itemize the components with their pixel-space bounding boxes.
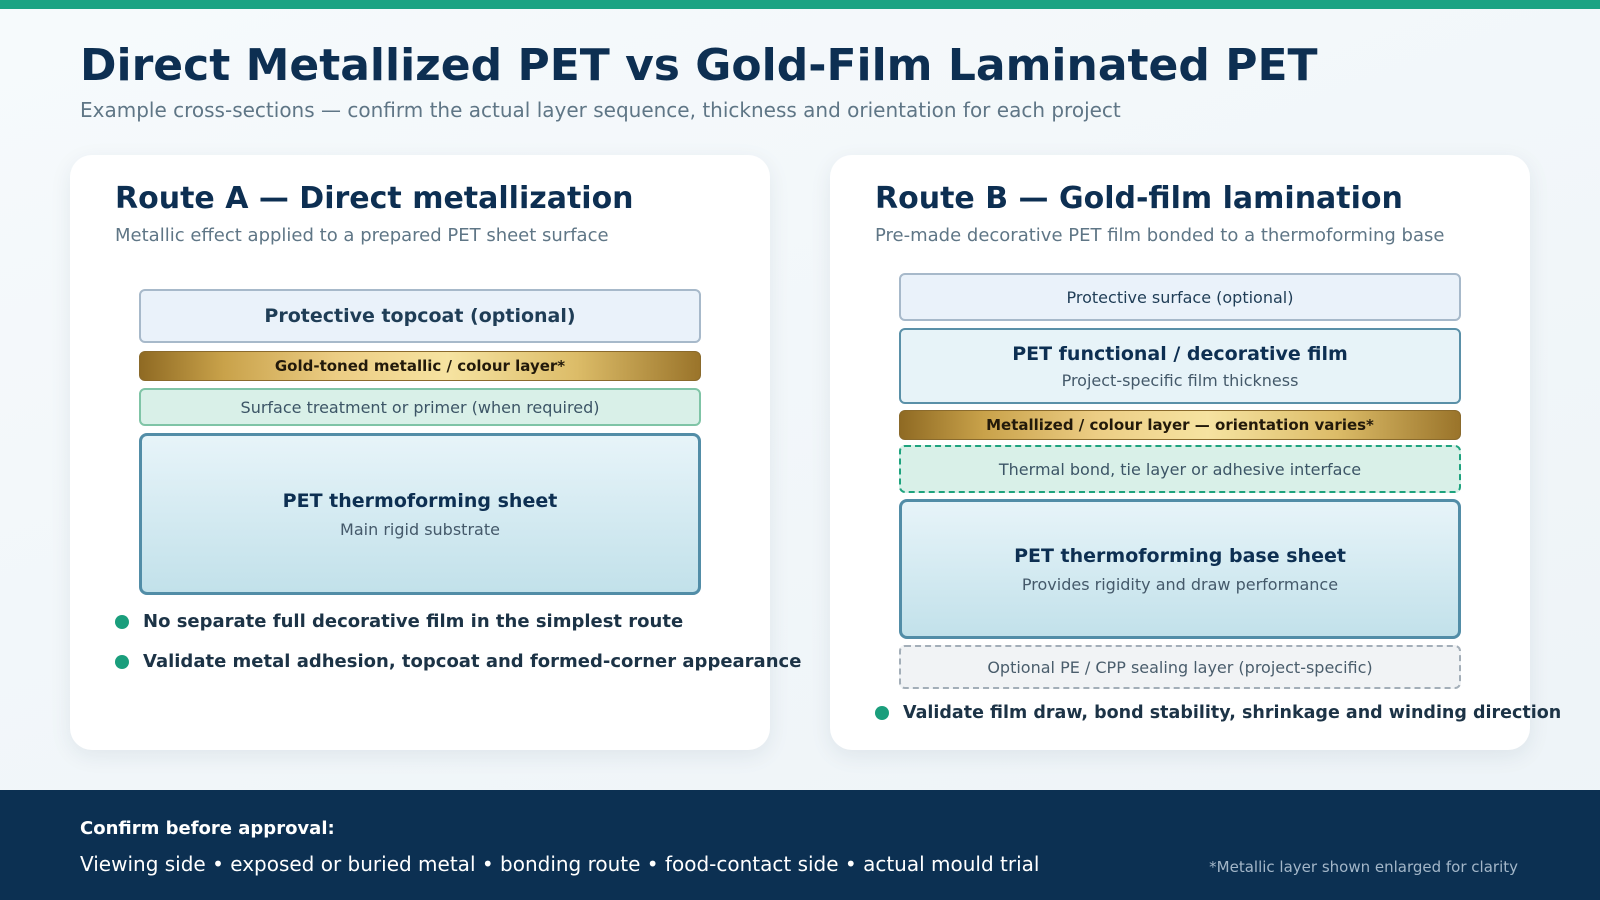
route-b-card: Route B — Gold-film lamination Pre-made … xyxy=(830,155,1561,750)
route-b-metallized-label: Metallized / colour layer — orientation … xyxy=(986,416,1374,434)
route-b-film-label: PET functional / decorative film xyxy=(1012,342,1348,365)
route-a-topcoat-layer: Protective topcoat (optional) xyxy=(139,289,701,343)
bullet-dot-icon xyxy=(115,614,129,629)
route-b-metallized-layer: Metallized / colour layer — orientation … xyxy=(899,410,1461,440)
route-a-metallic-label: Gold-toned metallic / colour layer* xyxy=(274,357,566,375)
page-subtitle: Example cross-sections — confirm the act… xyxy=(80,98,1121,122)
route-b-subtitle: Pre-made decorative PET film bonded to a… xyxy=(875,225,1445,246)
route-b-bullet: Validate film draw, bond stability, shri… xyxy=(875,703,1561,723)
route-b-sealing-layer: Optional PE / CPP sealing layer (project… xyxy=(899,645,1461,689)
route-b-film-note: Project-specific film thickness xyxy=(1061,370,1299,390)
route-a-topcoat-label: Protective topcoat (optional) xyxy=(264,305,576,327)
route-a-card: Route A — Direct metallization Metallic … xyxy=(70,155,801,750)
route-b-title: Route B — Gold-film lamination xyxy=(875,181,1403,216)
route-a-bullet: No separate full decorative film in the … xyxy=(115,611,683,632)
route-a-bullet-text: No separate full decorative film in the … xyxy=(143,611,684,632)
bullet-dot-icon xyxy=(875,706,889,720)
bullet-dot-icon xyxy=(115,654,129,669)
route-b-bond-layer: Thermal bond, tie layer or adhesive inte… xyxy=(899,445,1461,493)
route-b-bullet-text: Validate film draw, bond stability, shri… xyxy=(903,703,1562,723)
route-a-primer-label: Surface treatment or primer (when requir… xyxy=(240,397,600,417)
page-title: Direct Metallized PET vs Gold-Film Lamin… xyxy=(80,40,1318,91)
footer-footnote: *Metallic layer shown enlarged for clari… xyxy=(1209,858,1518,876)
route-a-primer-layer: Surface treatment or primer (when requir… xyxy=(139,388,701,426)
top-accent-bar xyxy=(0,0,1600,9)
route-a-bullet-text: Validate metal adhesion, topcoat and for… xyxy=(143,651,802,672)
route-b-base-sheet-label: PET thermoforming base sheet xyxy=(1014,544,1346,567)
route-a-bullet: Validate metal adhesion, topcoat and for… xyxy=(115,651,801,672)
route-a-metallic-layer: Gold-toned metallic / colour layer* xyxy=(139,351,701,381)
route-b-film-layer: PET functional / decorative film Project… xyxy=(899,328,1461,404)
route-b-base-sheet-note: Provides rigidity and draw performance xyxy=(1021,574,1339,594)
route-b-base-sheet-layer: PET thermoforming base sheet Provides ri… xyxy=(899,499,1461,639)
route-b-protective-label: Protective surface (optional) xyxy=(1066,287,1294,307)
route-a-pet-sheet-label: PET thermoforming sheet xyxy=(282,489,558,512)
route-b-sealing-label: Optional PE / CPP sealing layer (project… xyxy=(987,657,1373,677)
footer-heading: Confirm before approval: xyxy=(80,818,335,839)
route-b-bond-label: Thermal bond, tie layer or adhesive inte… xyxy=(998,459,1362,479)
footer-banner: Confirm before approval: Viewing side • … xyxy=(0,790,1600,900)
route-b-protective-layer: Protective surface (optional) xyxy=(899,273,1461,321)
route-a-subtitle: Metallic effect applied to a prepared PE… xyxy=(115,225,609,246)
route-a-pet-sheet-layer: PET thermoforming sheet Main rigid subst… xyxy=(139,433,701,595)
route-a-title: Route A — Direct metallization xyxy=(115,181,634,216)
footer-checklist: Viewing side • exposed or buried metal •… xyxy=(80,852,1040,876)
route-a-pet-sheet-note: Main rigid substrate xyxy=(340,519,500,539)
